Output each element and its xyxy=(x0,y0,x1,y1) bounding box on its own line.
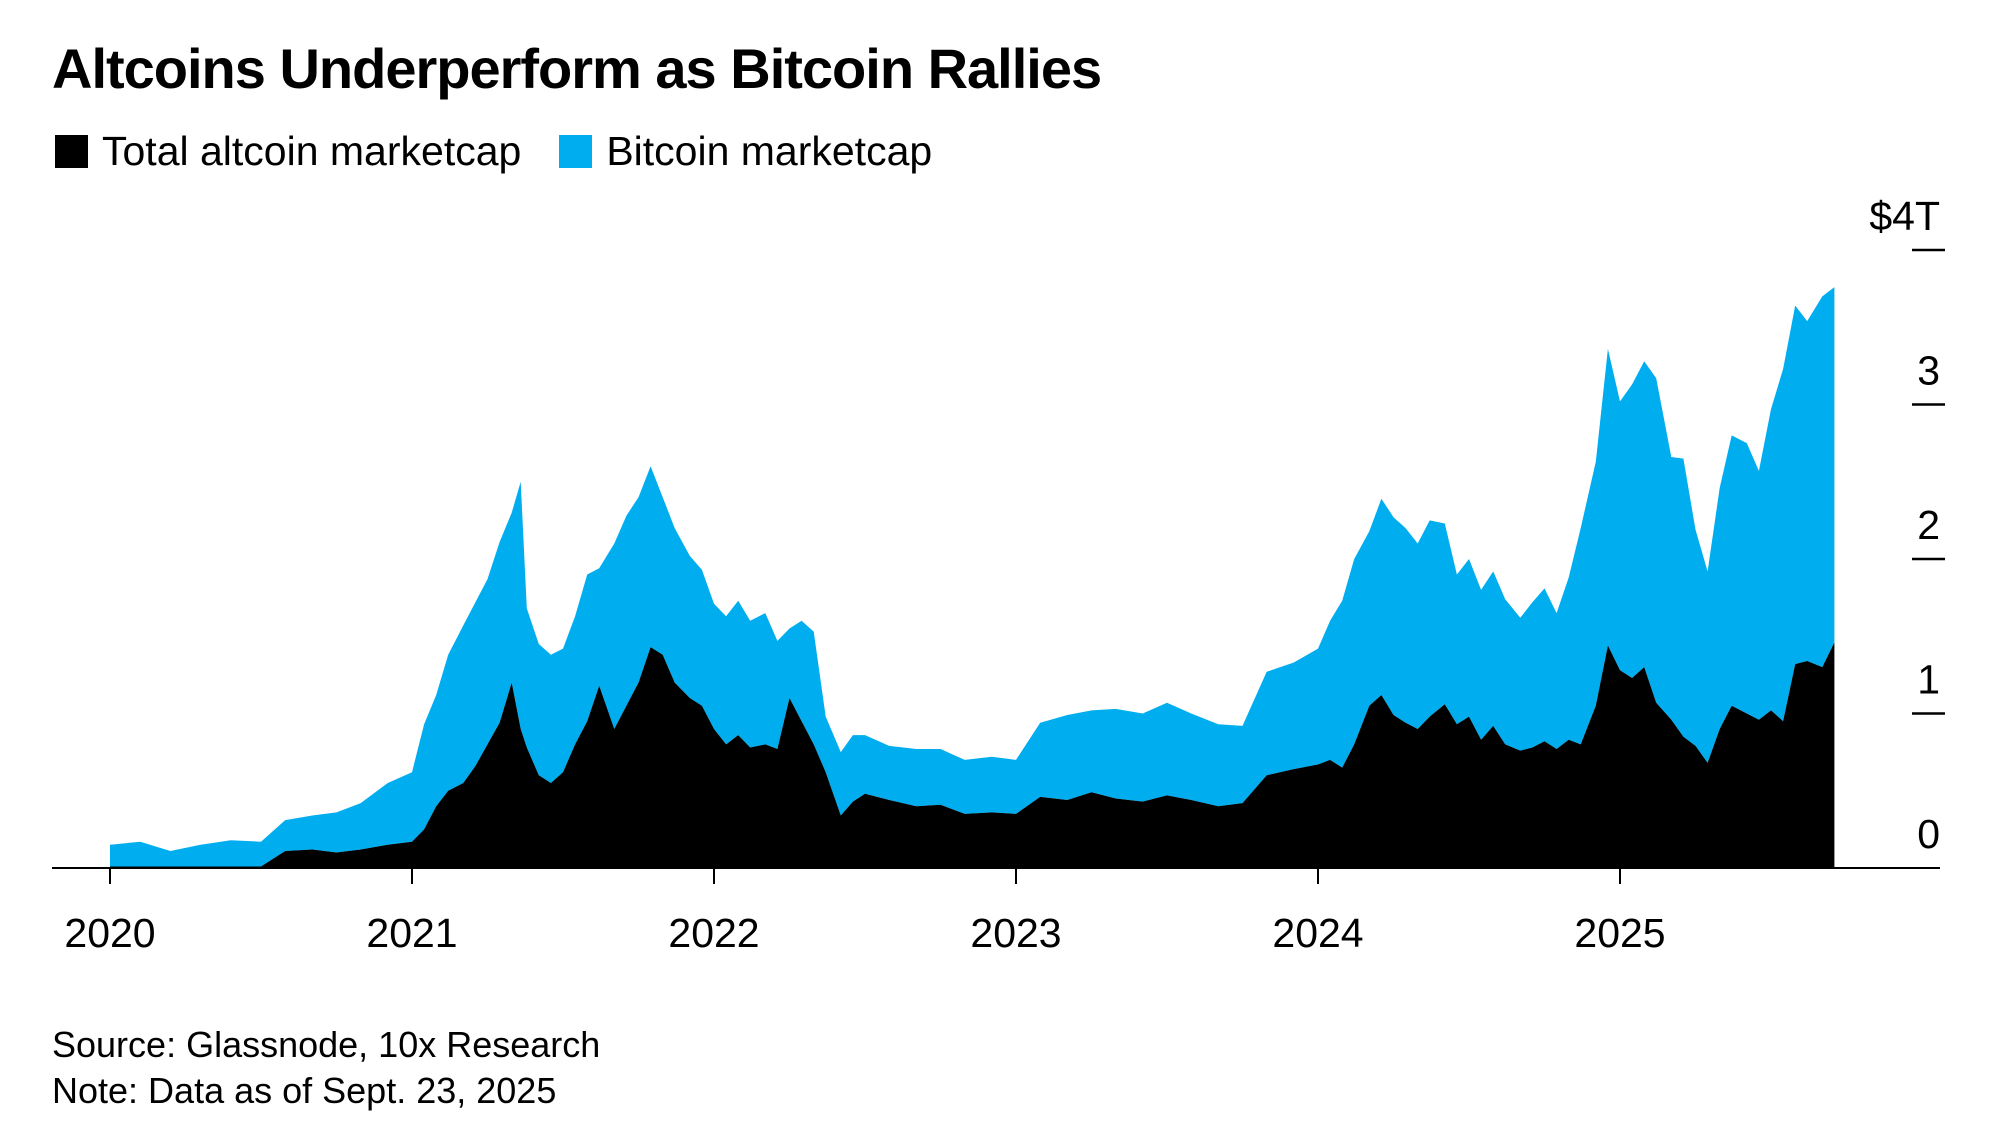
chart-title: Altcoins Underperform as Bitcoin Rallies xyxy=(52,37,1102,100)
series-area-bitcoin xyxy=(110,287,1835,867)
legend-swatch-altcoin xyxy=(55,135,88,168)
y-tick-label-1: 1 xyxy=(1917,657,1940,703)
x-tick-label-2021: 2021 xyxy=(366,910,457,956)
x-tick-label-2020: 2020 xyxy=(64,910,155,956)
legend-item-bitcoin: Bitcoin marketcap xyxy=(559,128,932,175)
source-note: Source: Glassnode, 10x Research xyxy=(52,1024,601,1065)
x-tick-label-2022: 2022 xyxy=(668,910,759,956)
y-tick-label-3: 3 xyxy=(1917,348,1940,394)
y-tick-label-2: 2 xyxy=(1917,502,1940,548)
legend-swatch-bitcoin xyxy=(559,135,593,168)
x-tick-label-2025: 2025 xyxy=(1574,910,1665,956)
series-area-altcoin xyxy=(110,642,1835,868)
data-note: Note: Data as of Sept. 23, 2025 xyxy=(52,1070,557,1111)
y-tick-label-0: 0 xyxy=(1917,811,1940,857)
x-tick-label-2023: 2023 xyxy=(970,910,1061,956)
x-tick-label-2024: 2024 xyxy=(1272,910,1363,956)
legend-label-bitcoin: Bitcoin marketcap xyxy=(606,128,933,174)
y-tick-label-4: $4T xyxy=(1869,193,1940,239)
legend-label-altcoin: Total altcoin marketcap xyxy=(102,128,522,174)
legend-item-altcoin: Total altcoin marketcap xyxy=(55,128,521,175)
chart-legend: Total altcoin marketcap Bitcoin marketca… xyxy=(55,128,970,175)
